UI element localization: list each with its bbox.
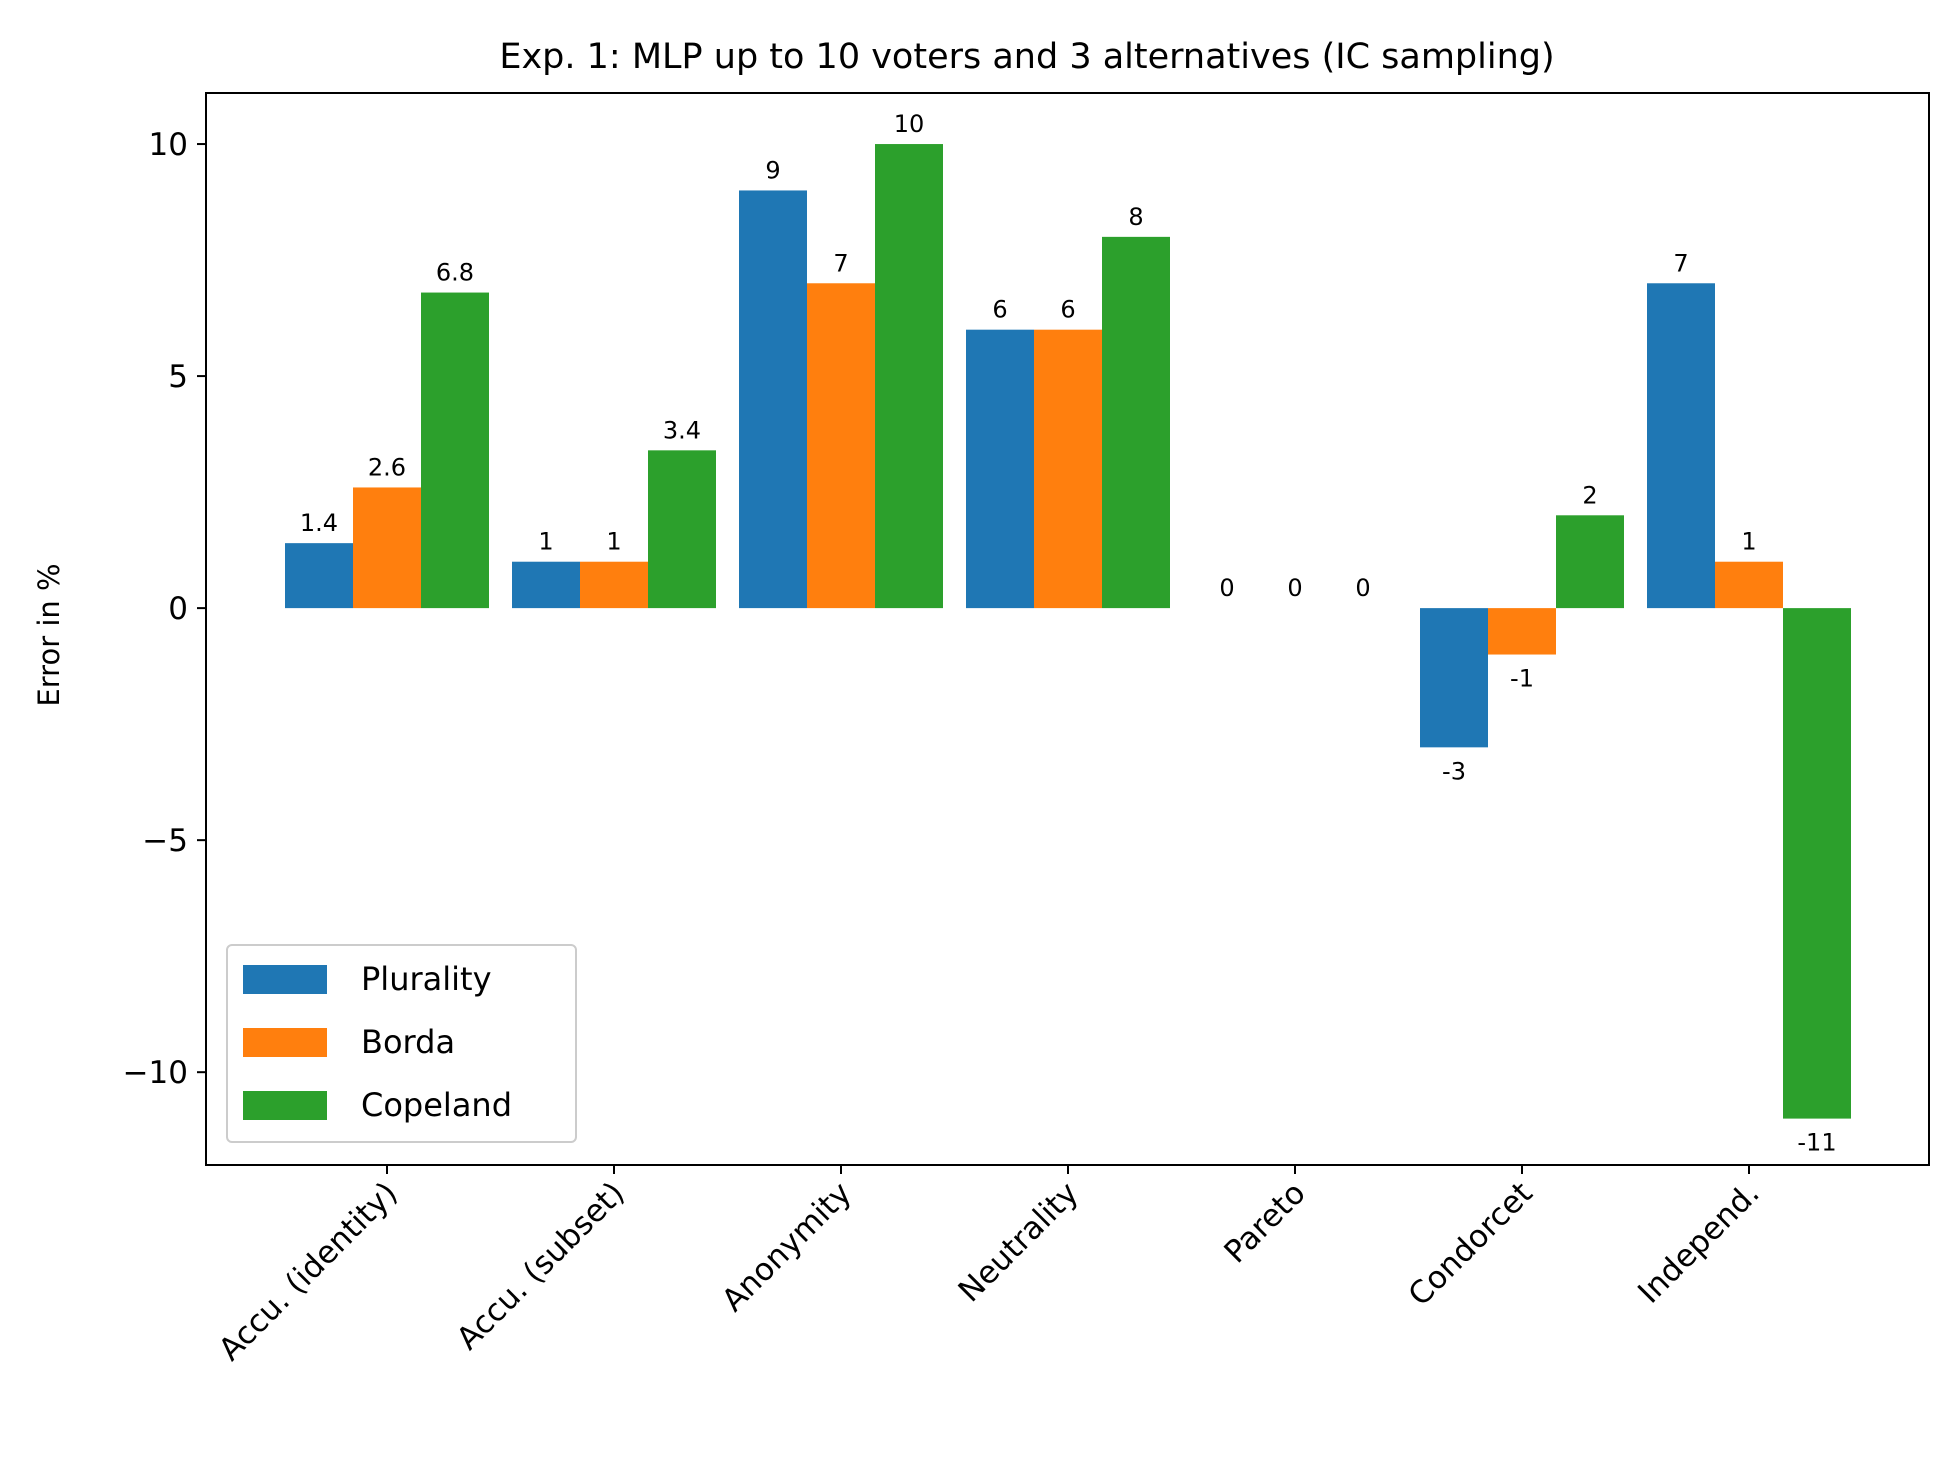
y-tick-label: 10 — [149, 127, 188, 163]
bars-layer — [285, 144, 1851, 1119]
y-ticks: 10 5 0 −5 −10 — [123, 127, 206, 1091]
legend-label-copeland: Copeland — [361, 1086, 512, 1124]
legend: Plurality Borda Copeland — [226, 944, 577, 1143]
legend-swatch-borda — [243, 1028, 327, 1057]
x-tick-label-accu-subset: Accu. (subset) — [450, 1175, 632, 1357]
bar-borda-neutrality — [1034, 329, 1102, 609]
bar-borda-anonymity — [807, 283, 875, 609]
bar-plurality-condorcet — [1420, 608, 1488, 748]
data-label-copeland-independ: -11 — [1797, 1129, 1836, 1157]
data-label-copeland-neutrality: 8 — [1128, 203, 1143, 231]
bar-copeland-accu-subset — [648, 450, 716, 609]
data-label-copeland-condorcet: 2 — [1582, 481, 1597, 509]
data-label-borda-accu-identity: 2.6 — [368, 453, 406, 481]
bar-borda-accu-identity — [353, 487, 421, 609]
bar-plurality-independ — [1647, 283, 1715, 609]
data-label-borda-anonymity: 7 — [833, 249, 848, 277]
bar-borda-independ — [1715, 561, 1783, 609]
y-axis-label: Error in % — [32, 563, 66, 706]
data-label-borda-condorcet: -1 — [1510, 665, 1534, 693]
data-label-plurality-independ: 7 — [1673, 249, 1688, 277]
x-tick-label-pareto: Pareto — [1218, 1175, 1313, 1270]
y-tick-label: −5 — [142, 823, 188, 859]
data-label-copeland-pareto: 0 — [1355, 574, 1370, 602]
x-tick-label-accu-identity: Accu. (identity) — [212, 1175, 405, 1368]
x-tick-label-anonymity: Anonymity — [715, 1175, 859, 1319]
data-label-copeland-accu-identity: 6.8 — [436, 259, 474, 287]
bar-copeland-neutrality — [1102, 236, 1170, 609]
data-label-plurality-accu-identity: 1.4 — [300, 509, 338, 537]
legend-swatch-plurality — [243, 965, 327, 994]
data-label-borda-pareto: 0 — [1287, 574, 1302, 602]
legend-label-plurality: Plurality — [361, 960, 492, 998]
bar-plurality-accu-identity — [285, 543, 353, 609]
bar-copeland-accu-identity — [421, 292, 489, 609]
y-tick-label: 0 — [168, 591, 188, 627]
data-label-copeland-anonymity: 10 — [894, 110, 925, 138]
data-label-plurality-condorcet: -3 — [1442, 757, 1466, 785]
bar-copeland-anonymity — [875, 144, 943, 609]
bar-plurality-accu-subset — [512, 561, 580, 609]
bar-plurality-anonymity — [739, 190, 807, 609]
chart-title: Exp. 1: MLP up to 10 voters and 3 altern… — [499, 37, 1554, 77]
data-label-borda-independ: 1 — [1741, 528, 1756, 556]
data-label-plurality-anonymity: 9 — [765, 156, 780, 184]
data-label-plurality-neutrality: 6 — [992, 296, 1007, 324]
y-tick-label: −10 — [123, 1055, 188, 1091]
x-tick-label-condorcet: Condorcet — [1402, 1175, 1540, 1313]
data-label-borda-accu-subset: 1 — [606, 528, 621, 556]
legend-label-borda: Borda — [361, 1023, 455, 1061]
bar-plurality-neutrality — [966, 329, 1034, 609]
bar-copeland-independ — [1783, 608, 1851, 1119]
y-tick-label: 5 — [168, 359, 188, 395]
bar-borda-accu-subset — [580, 561, 648, 609]
x-tick-label-neutrality: Neutrality — [952, 1175, 1086, 1309]
bar-copeland-condorcet — [1556, 515, 1624, 609]
x-ticks: Accu. (identity) Accu. (subset) Anonymity N… — [212, 1165, 1767, 1368]
legend-swatch-copeland — [243, 1091, 327, 1120]
x-tick-label-independ: Independ. — [1631, 1175, 1766, 1310]
data-label-plurality-pareto: 0 — [1219, 574, 1234, 602]
data-label-borda-neutrality: 6 — [1060, 296, 1075, 324]
bar-borda-condorcet — [1488, 608, 1556, 655]
data-labels-layer: 1.4 2.6 6.8 1 1 3.4 9 7 10 6 6 8 0 0 0 -3 -1 2 7 1 -11 — [300, 110, 1837, 1157]
data-label-copeland-accu-subset: 3.4 — [663, 416, 701, 444]
data-label-plurality-accu-subset: 1 — [538, 528, 553, 556]
